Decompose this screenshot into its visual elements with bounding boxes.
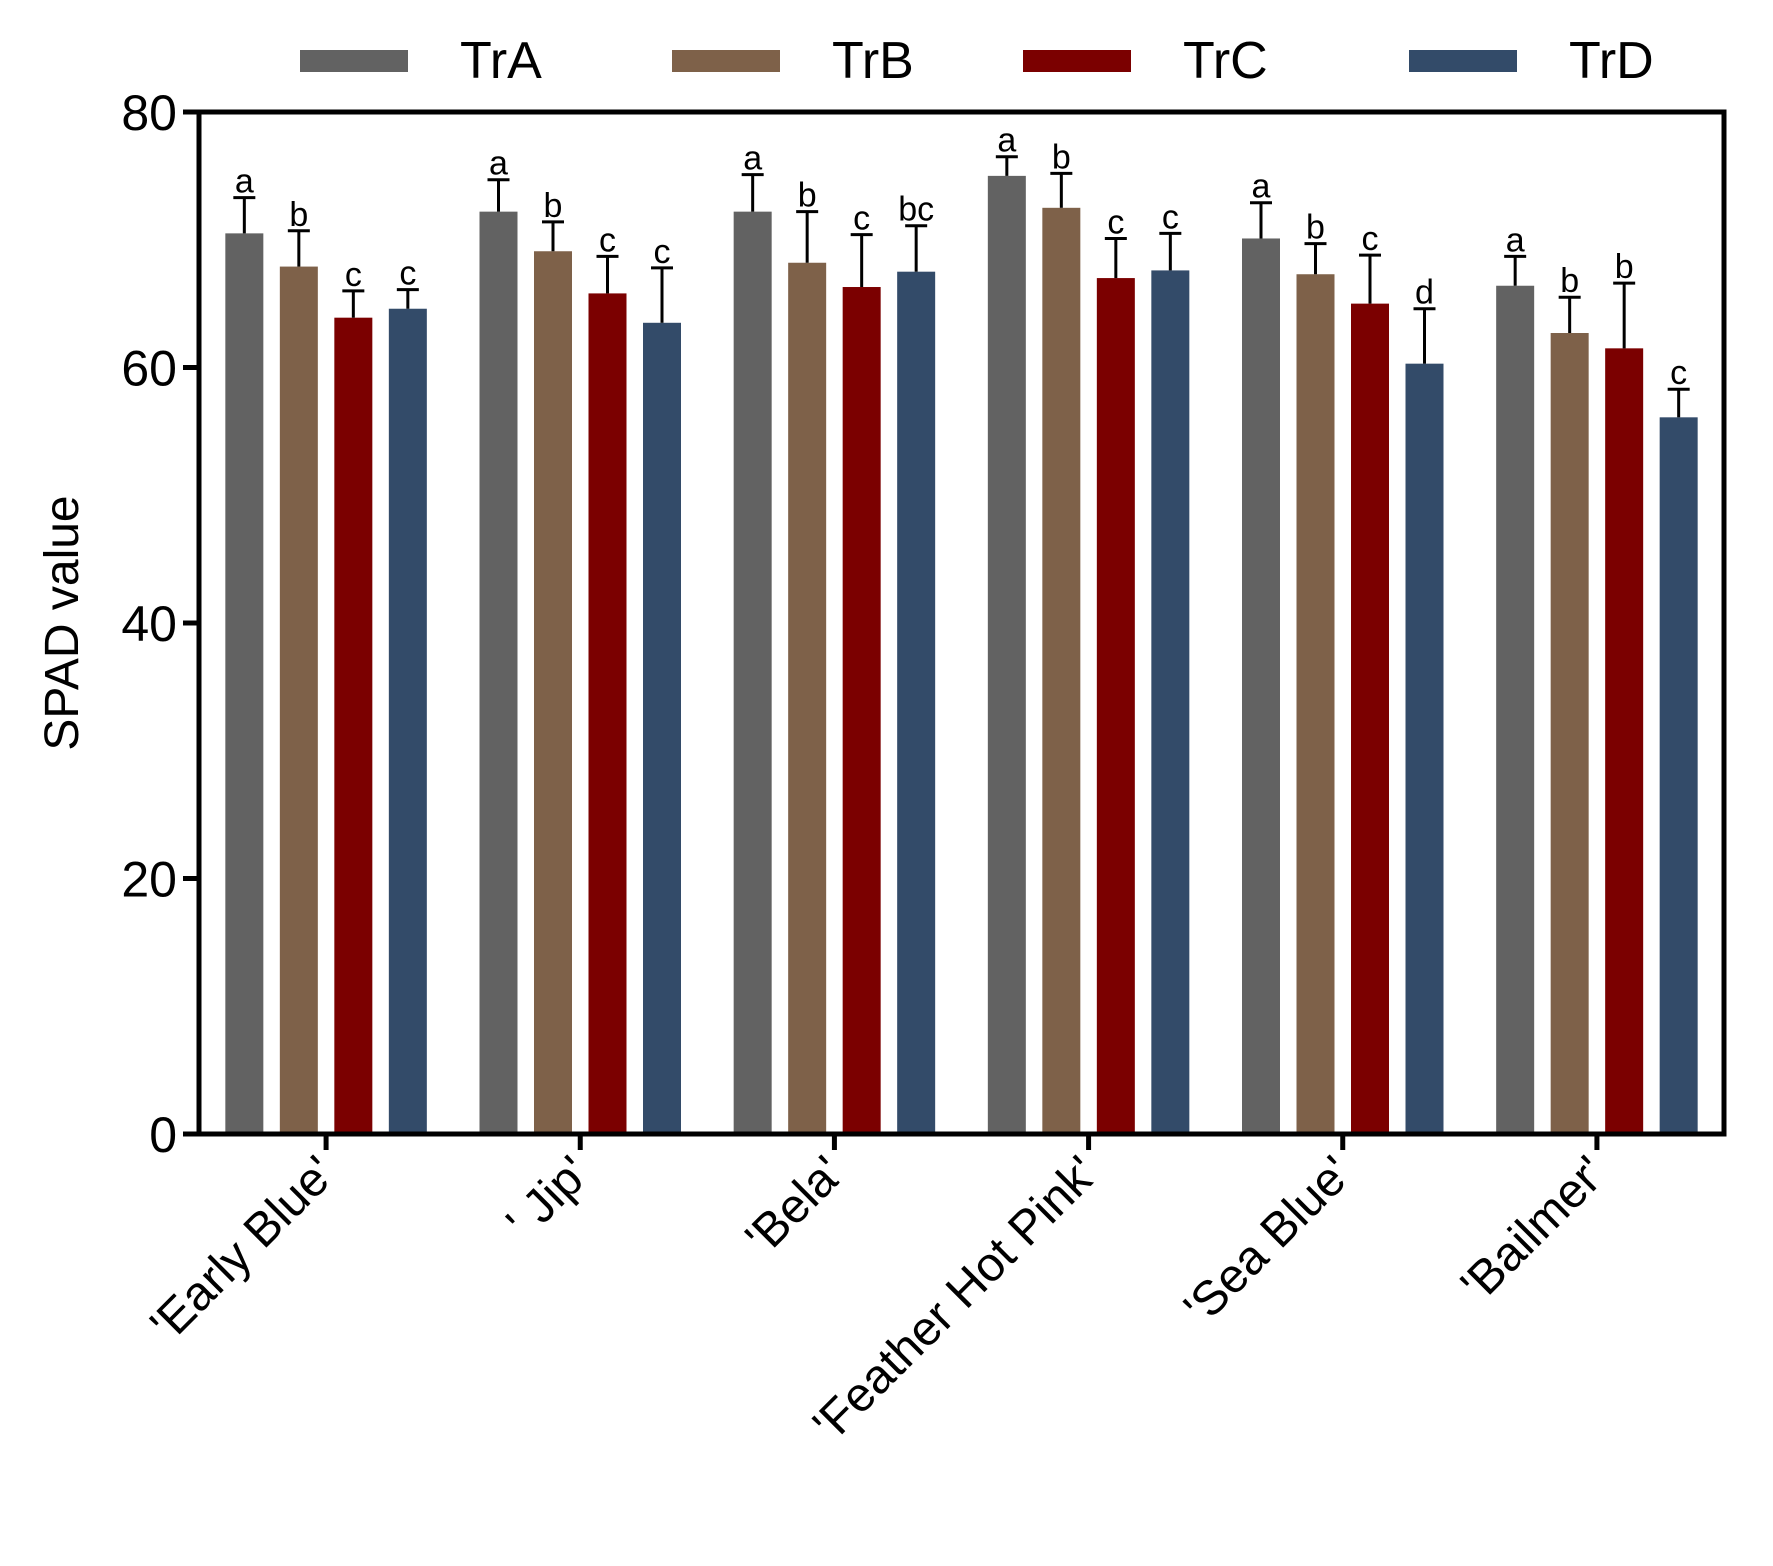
significance-letter: a (235, 163, 254, 201)
significance-letter: c (853, 200, 870, 238)
legend-swatch-trc (1023, 50, 1131, 72)
bar-trc (1096, 278, 1135, 1134)
bar-trb (1042, 207, 1081, 1134)
y-tick-label: 20 (121, 852, 177, 908)
x-category-label: 'Bela' (736, 1146, 854, 1264)
x-category-label: 'Bailmer' (1451, 1146, 1616, 1311)
significance-letter: b (1306, 209, 1325, 247)
bar-trc (1351, 303, 1389, 1134)
bar-trd (388, 308, 427, 1134)
bar-tra (479, 211, 518, 1134)
significance-letter: a (997, 122, 1016, 160)
legend-label-trd: TrD (1569, 32, 1654, 90)
bar-tra (1496, 285, 1535, 1134)
bar-trd (1151, 270, 1190, 1134)
bar-trc (842, 287, 881, 1135)
legend-swatch-trd (1409, 50, 1517, 72)
significance-letter: c (599, 221, 616, 259)
significance-letter: b (289, 196, 308, 234)
plot-frame (196, 109, 1727, 1137)
bar-trb (1296, 274, 1335, 1134)
bar-trb (788, 262, 827, 1134)
legend-label-trb: TrB (832, 32, 914, 90)
bar-tra (225, 233, 264, 1135)
bar-trd (643, 322, 681, 1135)
bar-trb (534, 251, 572, 1134)
x-category-label: 'Sea Blue' (1174, 1146, 1362, 1334)
significance-letter: b (798, 177, 817, 215)
significance-letter: d (1415, 274, 1434, 312)
axes (196, 109, 1727, 1150)
significance-letter: a (489, 145, 508, 183)
significance-letter: a (1252, 168, 1271, 206)
x-category-label: 'Early Blue' (141, 1146, 346, 1351)
significance-letter: c (1107, 203, 1124, 241)
bar-trd (1405, 363, 1444, 1135)
legend-label-trc: TrC (1183, 32, 1268, 90)
legend-label-tra: TrA (460, 32, 542, 90)
legend-swatch-trb (672, 50, 780, 72)
significance-letter: a (1506, 221, 1525, 259)
y-tick-label: 0 (149, 1107, 177, 1163)
significance-letter: b (1615, 248, 1634, 286)
significance-letter: c (1162, 198, 1179, 236)
bar-trc (1605, 348, 1644, 1134)
y-tick-label: 60 (121, 341, 177, 397)
significance-letter: c (1670, 354, 1687, 392)
significance-letter: c (1362, 220, 1379, 258)
y-tick-label: 80 (121, 85, 177, 141)
x-category-label: 'Feather Hot Pink' (803, 1146, 1108, 1451)
significance-letter: c (654, 233, 671, 271)
bar-trb (279, 266, 318, 1134)
y-ticks: 0 20 40 60 80 (121, 85, 199, 1163)
significance-letter: a (743, 140, 762, 178)
bar-trc (588, 293, 627, 1134)
bar-trc (334, 317, 373, 1134)
bar-tra (987, 175, 1026, 1134)
significance-letter: b (1560, 262, 1579, 300)
y-axis-title: SPAD value (36, 495, 89, 750)
significance-letter: b (544, 187, 563, 225)
x-category-labels: 'Early Blue' ' Jip' 'Bela''Feather Hot Pin… (141, 1146, 1617, 1451)
legend-swatch-tra (300, 50, 408, 72)
legend: TrA TrB TrC TrD (300, 32, 1654, 90)
bar-tra (733, 211, 772, 1134)
significance-letter: bc (898, 191, 934, 229)
significance-letter: c (345, 256, 362, 294)
bar-trd (897, 271, 936, 1134)
bar-trb (1550, 333, 1589, 1134)
significance-letter: c (399, 255, 416, 293)
bar-tra (1242, 238, 1280, 1134)
y-tick-label: 40 (121, 596, 177, 652)
bar-trd (1659, 417, 1698, 1134)
x-category-label: ' Jip' (497, 1146, 600, 1249)
significance-letter: b (1052, 138, 1071, 176)
